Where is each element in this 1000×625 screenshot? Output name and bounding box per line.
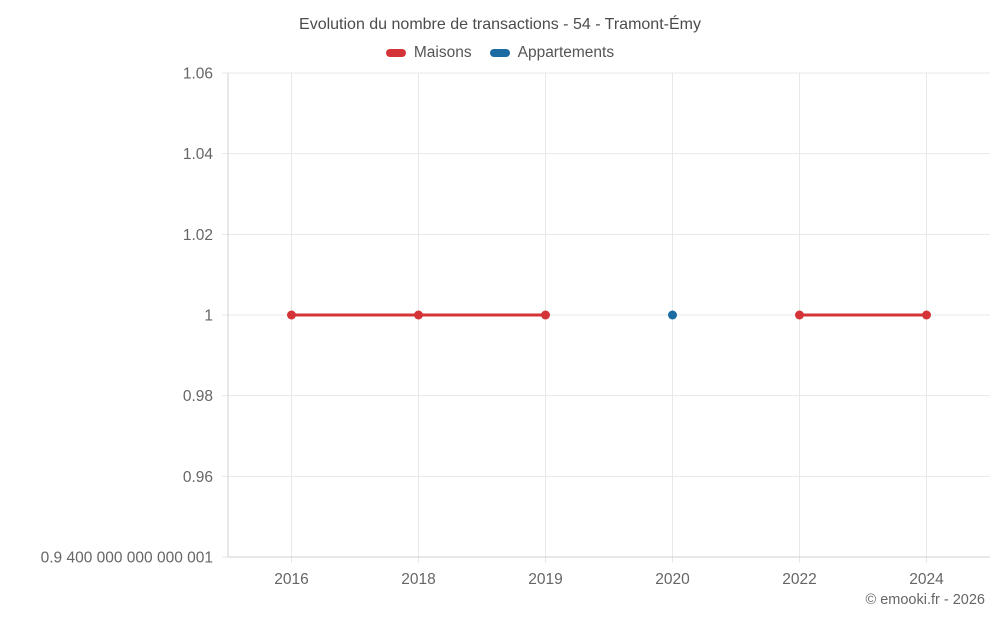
legend-swatch-appartements	[489, 49, 510, 57]
x-tick-label: 2024	[909, 571, 944, 588]
x-tick-label: 2018	[401, 571, 435, 588]
legend-label-maisons: Maisons	[413, 44, 472, 61]
data-point-appartements[interactable]	[668, 310, 677, 320]
data-point-maisons[interactable]	[414, 310, 423, 320]
data-point-maisons[interactable]	[795, 310, 804, 320]
chart-title: Evolution du nombre de transactions - 54…	[299, 16, 701, 33]
x-tick-label: 2016	[274, 571, 308, 588]
y-tick-label: 1.06	[183, 66, 213, 83]
legend-swatch-maisons	[385, 49, 406, 57]
y-tick-label: 0.98	[183, 388, 213, 405]
data-point-maisons[interactable]	[287, 310, 296, 320]
y-tick-label: 0.96	[183, 469, 213, 486]
y-tick-label: 0.9 400 000 000 000 001	[41, 550, 213, 567]
x-tick-label: 2022	[782, 571, 816, 588]
x-tick-label: 2019	[528, 571, 562, 588]
data-point-maisons[interactable]	[541, 310, 550, 320]
y-tick-label: 1.04	[183, 146, 214, 163]
legend-item-appartements[interactable]: Appartements	[489, 44, 615, 62]
chart-legend: Maisons Appartements	[0, 44, 1000, 62]
y-tick-label: 1.02	[183, 227, 213, 244]
data-point-maisons[interactable]	[922, 310, 931, 320]
legend-item-maisons[interactable]: Maisons	[385, 44, 472, 62]
legend-label-appartements: Appartements	[517, 44, 615, 61]
y-tick-label: 1	[204, 308, 213, 325]
copyright-text: © emooki.fr - 2026	[865, 592, 985, 608]
x-tick-label: 2020	[655, 571, 690, 588]
